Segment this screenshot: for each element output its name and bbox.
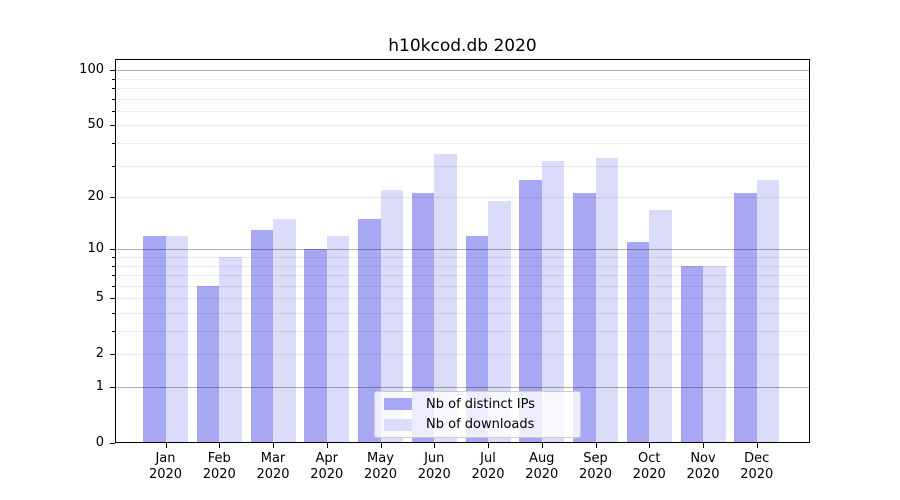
- y-tick: [110, 298, 115, 300]
- bar-distinct-ips-sep: [573, 193, 596, 443]
- y-tick-label: 1: [95, 379, 104, 394]
- bar-downloads-nov: [703, 265, 726, 443]
- bar-downloads-apr: [326, 235, 350, 443]
- y-tick-minor: [112, 256, 115, 258]
- x-tick-label: Oct 2020: [632, 451, 666, 482]
- y-tick-minor: [112, 143, 115, 144]
- bar-downloads-dec: [756, 179, 780, 443]
- x-tick: [541, 443, 543, 448]
- chart-title: h10kcod.db 2020: [388, 36, 537, 56]
- bar-distinct-ips-jan: [143, 235, 166, 443]
- y-tick: [110, 387, 115, 388]
- y-tick: [110, 197, 115, 199]
- x-tick: [219, 443, 221, 448]
- y-tick: [110, 354, 115, 356]
- bar-distinct-ips-feb: [196, 285, 220, 443]
- x-tick-label: Mar 2020: [256, 451, 290, 482]
- bar-downloads-feb: [219, 256, 242, 443]
- y-tick-label: 50: [87, 117, 104, 133]
- y-tick: [110, 70, 115, 72]
- x-tick-label: Jun 2020: [417, 451, 451, 482]
- bar-distinct-ips-may: [358, 219, 381, 443]
- y-tick-minor: [112, 275, 115, 277]
- x-tick-label: Nov 2020: [686, 451, 720, 482]
- y-tick-minor: [112, 265, 115, 267]
- y-tick-minor: [112, 331, 115, 332]
- x-tick: [703, 443, 704, 448]
- legend-swatch-downloads: [384, 418, 412, 431]
- x-tick-label: Feb 2020: [202, 451, 236, 482]
- plot-area: [115, 59, 810, 443]
- y-tick-minor: [112, 88, 115, 89]
- bar-distinct-ips-dec: [734, 193, 757, 443]
- x-tick-label: Aug 2020: [525, 451, 559, 482]
- bar-downloads-mar: [273, 219, 296, 443]
- x-tick-label: Sep 2020: [578, 451, 613, 482]
- bar-downloads-aug: [541, 160, 565, 443]
- x-tick: [380, 443, 382, 448]
- y-tick: [110, 125, 115, 127]
- x-tick: [756, 443, 758, 448]
- y-tick-label: 2: [95, 346, 104, 362]
- x-tick-label: Apr 2020: [310, 451, 344, 482]
- x-tick-label: Jul 2020: [471, 451, 505, 482]
- x-tick: [165, 443, 167, 448]
- y-tick-minor: [112, 110, 115, 112]
- legend-item-distinct-ips: Nb of distinct IPs: [375, 394, 580, 415]
- y-tick-minor: [112, 165, 115, 167]
- bar-downloads-may: [380, 189, 403, 443]
- bar-downloads-jul: [488, 201, 511, 443]
- y-tick-label: 5: [95, 290, 104, 306]
- bar-downloads-jun: [434, 153, 457, 443]
- x-tick: [595, 443, 597, 448]
- y-tick: [110, 443, 115, 444]
- y-tick: [110, 249, 115, 251]
- x-tick: [649, 443, 651, 448]
- x-tick: [488, 443, 489, 448]
- x-tick-label: Jan 2020: [148, 451, 183, 482]
- bar-downloads-oct: [649, 209, 672, 443]
- legend-label-downloads: Nb of downloads: [426, 417, 535, 433]
- bar-downloads-sep: [595, 158, 618, 443]
- legend-swatch-distinct-ips: [384, 398, 412, 411]
- bar-distinct-ips-apr: [304, 249, 327, 443]
- y-tick-label: 0: [95, 435, 104, 450]
- x-tick-label: Dec 2020: [740, 451, 774, 482]
- x-tick: [434, 443, 436, 448]
- y-tick-minor: [112, 98, 115, 100]
- legend-label-distinct-ips: Nb of distinct IPs: [426, 396, 535, 412]
- y-tick-minor: [112, 285, 115, 287]
- legend: Nb of distinct IPs Nb of downloads: [374, 391, 581, 438]
- bar-distinct-ips-jun: [411, 193, 435, 443]
- y-tick-label: 100: [79, 62, 104, 78]
- x-tick: [273, 443, 274, 448]
- y-tick-label: 10: [87, 241, 104, 257]
- legend-item-downloads: Nb of downloads: [375, 415, 580, 436]
- x-tick-label: May 2020: [363, 451, 398, 482]
- y-tick-minor: [112, 78, 115, 80]
- bar-downloads-jan: [165, 235, 188, 443]
- bar-distinct-ips-oct: [626, 242, 650, 443]
- y-tick-minor: [112, 312, 115, 314]
- x-tick: [326, 443, 328, 448]
- bars-layer: [115, 59, 810, 443]
- bar-distinct-ips-aug: [519, 179, 542, 443]
- y-tick-label: 20: [87, 189, 104, 205]
- bar-distinct-ips-nov: [680, 265, 703, 443]
- bar-distinct-ips-mar: [250, 229, 273, 443]
